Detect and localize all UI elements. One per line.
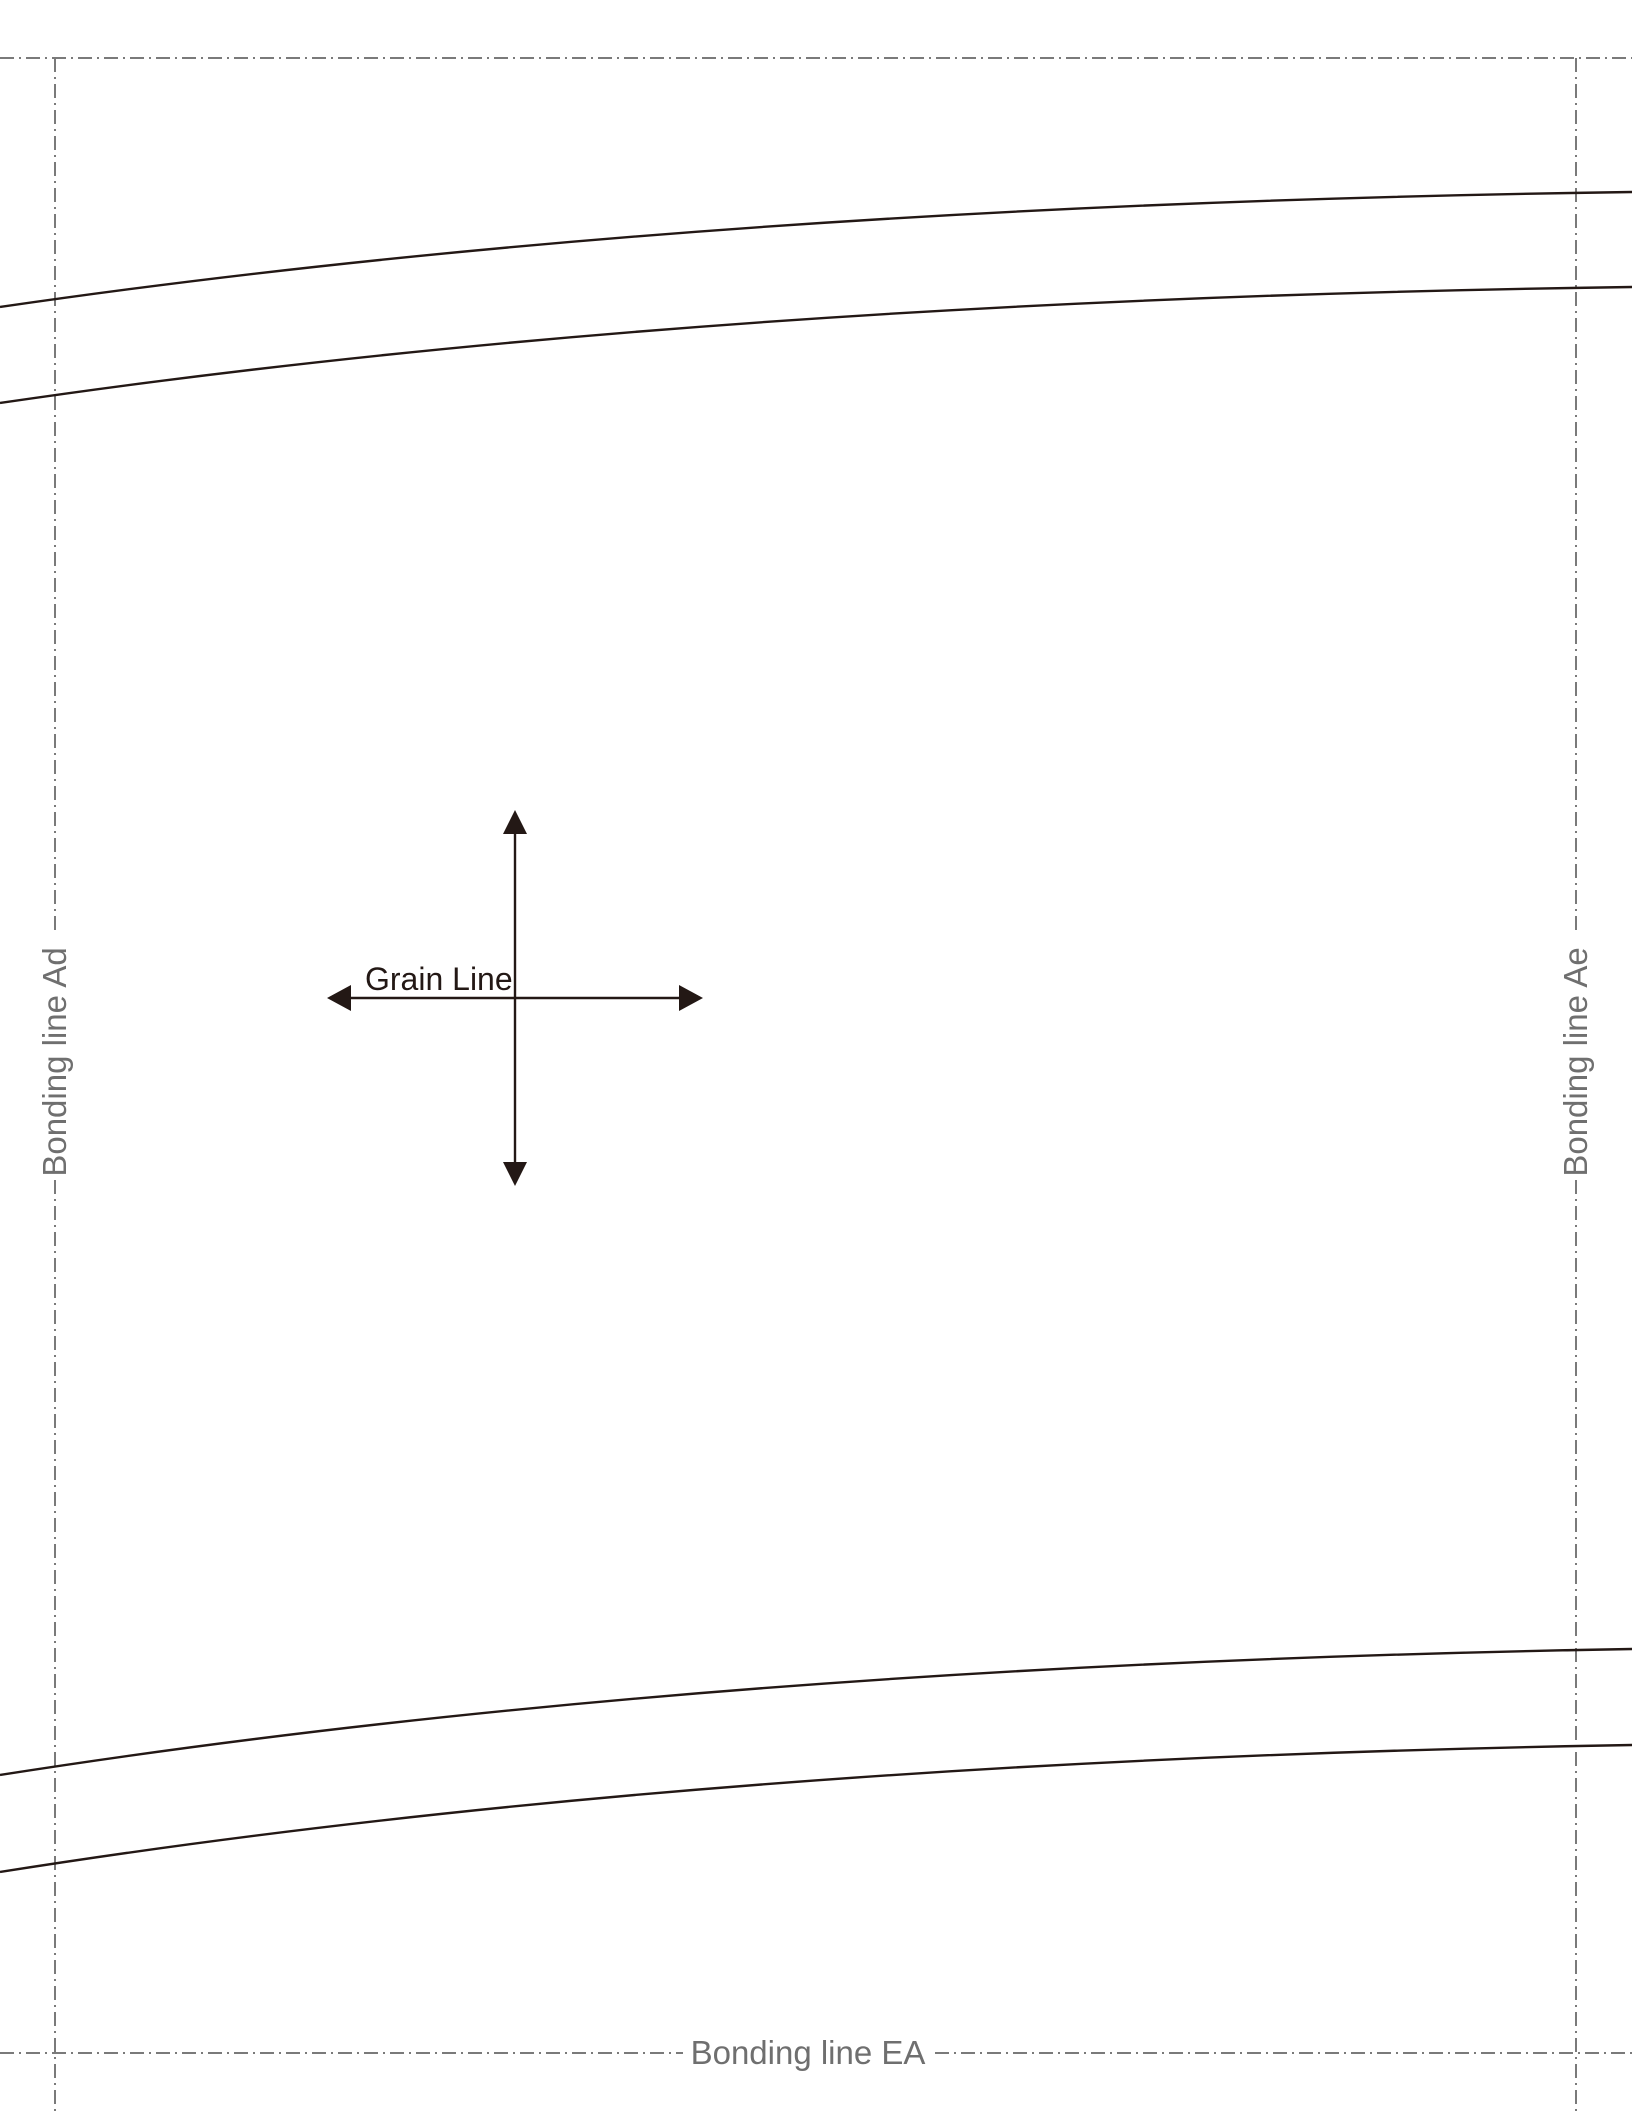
grain-arrow-right-head [679,985,703,1011]
bonding-line-bottom-label: Bonding line EA [691,2034,926,2071]
pattern-curves [0,190,1632,1874]
bonding-line-right-label: Bonding line Ae [1557,947,1594,1176]
pattern-curve-bottom-inner [0,1647,1632,1777]
grain-arrow-down-head [503,1162,527,1186]
four-way-arrow-icon [327,810,703,1186]
bonding-line-left-label: Bonding line Ad [36,947,73,1176]
grain-arrow-up-head [503,810,527,834]
bonding-lines [0,57,1632,2112]
grain-arrow-left-head [327,985,351,1011]
pattern-curve-top-outer [0,190,1632,309]
pattern-curve-bottom-outer [0,1743,1632,1874]
grain-line-label: Grain Line [365,961,513,997]
pattern-curve-top-inner [0,285,1632,405]
